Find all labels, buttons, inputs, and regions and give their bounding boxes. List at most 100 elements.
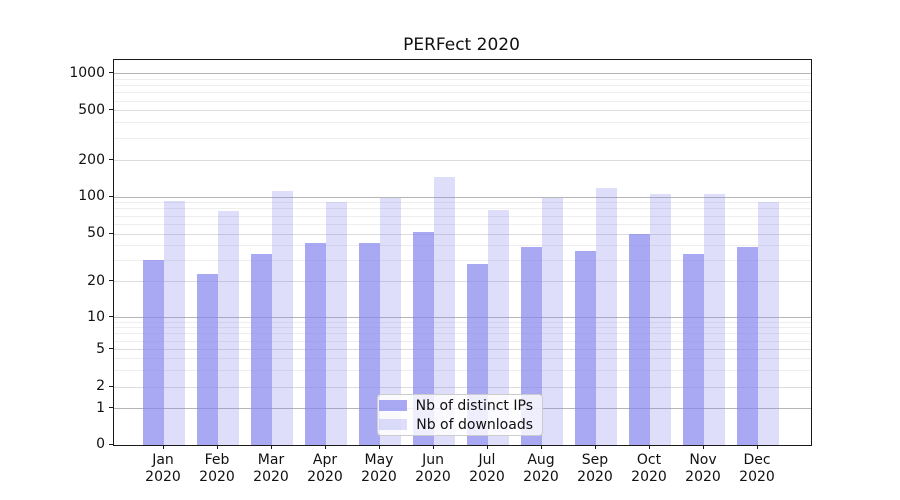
legend-label: Nb of distinct IPs xyxy=(415,397,533,414)
grid-line-minor xyxy=(114,100,811,102)
y-tick-mark xyxy=(109,195,113,197)
legend-item-downloads: Nb of downloads xyxy=(379,416,533,433)
x-tick-mark xyxy=(703,445,704,449)
x-tick-mark xyxy=(595,445,596,449)
x-tick-mark xyxy=(325,445,326,449)
y-tick-label: 500 xyxy=(78,101,105,118)
bar-downloads-dec xyxy=(758,202,779,445)
bar-downloads-oct xyxy=(650,193,671,445)
x-tick-label: Apr 2020 xyxy=(307,452,343,485)
bar-distinct-ips-may xyxy=(359,242,380,445)
y-tick-label: 0 xyxy=(96,436,105,452)
grid-line xyxy=(114,349,811,350)
legend-label: Nb of downloads xyxy=(416,416,533,433)
bar-downloads-jun xyxy=(434,176,455,445)
grid-line-minor xyxy=(114,215,811,217)
y-tick-label: 100 xyxy=(78,188,105,204)
y-tick-label: 50 xyxy=(87,225,105,242)
x-tick-label: Jun 2020 xyxy=(415,452,451,485)
bar-downloads-jul xyxy=(488,209,509,445)
grid-line xyxy=(114,386,811,388)
bar-downloads-mar xyxy=(272,191,293,445)
x-tick-mark xyxy=(649,445,650,449)
x-tick-mark xyxy=(163,445,164,449)
x-tick-mark xyxy=(433,445,434,449)
y-tick-mark xyxy=(109,385,113,387)
bar-downloads-nov xyxy=(704,193,725,445)
legend-swatch-downloads xyxy=(379,419,408,430)
grid-line xyxy=(114,281,811,282)
x-tick-mark xyxy=(271,445,272,449)
grid-line-minor xyxy=(114,333,811,335)
grid-line-minor xyxy=(114,369,811,371)
bar-downloads-may xyxy=(380,198,401,445)
bar-distinct-ips-jun xyxy=(413,231,434,445)
y-tick-label: 1000 xyxy=(69,64,105,81)
grid-line xyxy=(114,73,811,75)
grid-line-minor xyxy=(114,92,811,94)
grid-line xyxy=(114,196,811,198)
bar-distinct-ips-sep xyxy=(575,250,596,445)
x-tick-label: Jul 2020 xyxy=(469,452,505,485)
grid-line-minor xyxy=(114,122,811,124)
grid-line-minor xyxy=(114,208,811,210)
bar-distinct-ips-feb xyxy=(197,273,218,445)
grid-line-minor xyxy=(114,327,811,329)
y-tick-mark xyxy=(109,159,113,160)
grid-line-minor xyxy=(114,202,811,204)
x-tick-label: Feb 2020 xyxy=(199,452,235,485)
grid-line-minor xyxy=(114,321,811,323)
x-tick-label: Mar 2020 xyxy=(253,452,289,485)
bar-distinct-ips-mar xyxy=(251,253,272,445)
x-tick-mark xyxy=(487,445,488,449)
legend: Nb of distinct IPs Nb of downloads xyxy=(377,394,543,436)
x-tick-mark xyxy=(379,445,380,449)
bar-distinct-ips-oct xyxy=(629,233,650,445)
bar-downloads-aug xyxy=(542,197,563,445)
grid-line-minor xyxy=(114,223,811,225)
plot-area xyxy=(113,59,812,446)
grid-line-minor xyxy=(114,138,811,139)
y-tick-mark xyxy=(109,407,113,408)
x-tick-label: Aug 2020 xyxy=(523,452,559,485)
x-tick-label: Oct 2020 xyxy=(631,452,667,485)
y-tick-mark xyxy=(109,280,113,281)
bar-distinct-ips-nov xyxy=(683,253,704,445)
y-tick-label: 1 xyxy=(96,399,105,416)
bar-downloads-sep xyxy=(596,188,617,445)
grid-line-minor xyxy=(114,260,811,262)
x-tick-label: Nov 2020 xyxy=(685,452,721,485)
y-tick-mark xyxy=(109,443,113,445)
grid-line-minor xyxy=(114,85,811,87)
bar-downloads-jan xyxy=(164,200,185,445)
legend-swatch-distinct-ips xyxy=(378,400,407,411)
y-tick-label: 20 xyxy=(87,272,105,289)
bar-distinct-ips-apr xyxy=(305,242,326,445)
grid-line xyxy=(114,317,811,318)
bar-downloads-feb xyxy=(218,211,239,445)
y-tick-mark xyxy=(109,72,113,74)
bar-distinct-ips-jan xyxy=(143,260,164,445)
grid-line-minor xyxy=(114,245,811,247)
y-tick-mark xyxy=(109,109,113,111)
y-tick-mark xyxy=(109,232,113,234)
chart-title: PERFect 2020 xyxy=(403,35,520,55)
grid-line xyxy=(114,160,811,161)
y-tick-label: 200 xyxy=(78,151,105,168)
grid-line-minor xyxy=(114,358,811,360)
y-tick-label: 10 xyxy=(87,308,105,325)
grid-line xyxy=(114,233,811,235)
x-tick-mark xyxy=(217,445,218,449)
x-tick-mark xyxy=(757,445,758,449)
y-tick-mark xyxy=(109,348,113,349)
grid-line-minor xyxy=(114,78,811,80)
bar-distinct-ips-dec xyxy=(737,246,758,445)
x-tick-mark xyxy=(541,445,542,449)
legend-item-distinct-ips: Nb of distinct IPs xyxy=(378,397,533,414)
x-tick-label: Sep 2020 xyxy=(577,452,613,485)
grid-line xyxy=(114,110,811,112)
y-tick-mark xyxy=(109,316,113,317)
bar-downloads-apr xyxy=(326,202,347,445)
x-tick-label: Jan 2020 xyxy=(145,452,181,485)
